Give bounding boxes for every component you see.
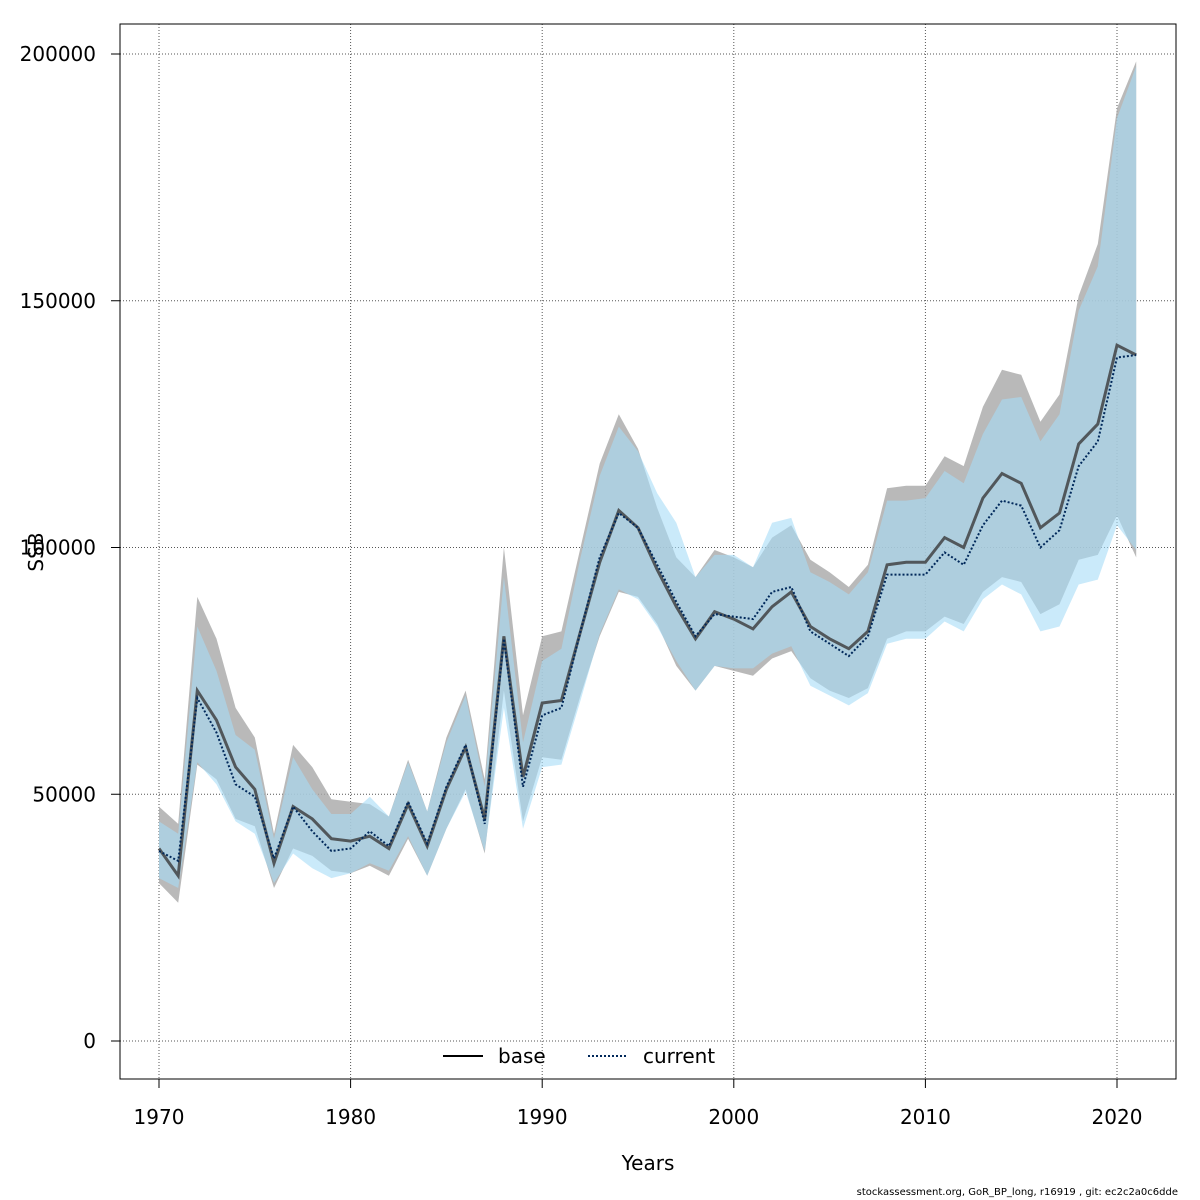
y-tick-label: 200000 [20, 42, 96, 66]
series-line-base [157, 343, 1137, 880]
y-tick-label: 100000 [20, 536, 96, 560]
y-axis-title: SSB [24, 532, 48, 571]
x-tick-label: 1990 [517, 1105, 568, 1129]
axes: 1970 1980 1990 2000 2010 2020 0 50000 100000 1500… [20, 42, 1143, 1129]
legend-label-base: base [498, 1044, 546, 1068]
series-line-current [158, 354, 1137, 863]
x-tick-label: 2020 [1092, 1105, 1143, 1129]
x-tick-label: 2000 [708, 1105, 759, 1129]
y-tick-label: 150000 [20, 289, 96, 313]
confidence-bands [159, 61, 1137, 903]
grid [120, 24, 1176, 1079]
footer-note: stockassessment.org, GoR_BP_long, r16919… [856, 1187, 1178, 1198]
legend-label-current: current [643, 1044, 715, 1068]
x-tick-label: 1980 [325, 1105, 376, 1129]
y-tick-label: 0 [83, 1029, 96, 1053]
x-tick-label: 1970 [134, 1105, 185, 1129]
band-current [159, 66, 1137, 889]
x-tick-label: 2010 [900, 1105, 951, 1129]
series-lines [157, 343, 1137, 880]
legend: base current [443, 1044, 715, 1068]
y-tick-label: 50000 [32, 782, 96, 806]
x-axis-title: Years [621, 1151, 675, 1175]
